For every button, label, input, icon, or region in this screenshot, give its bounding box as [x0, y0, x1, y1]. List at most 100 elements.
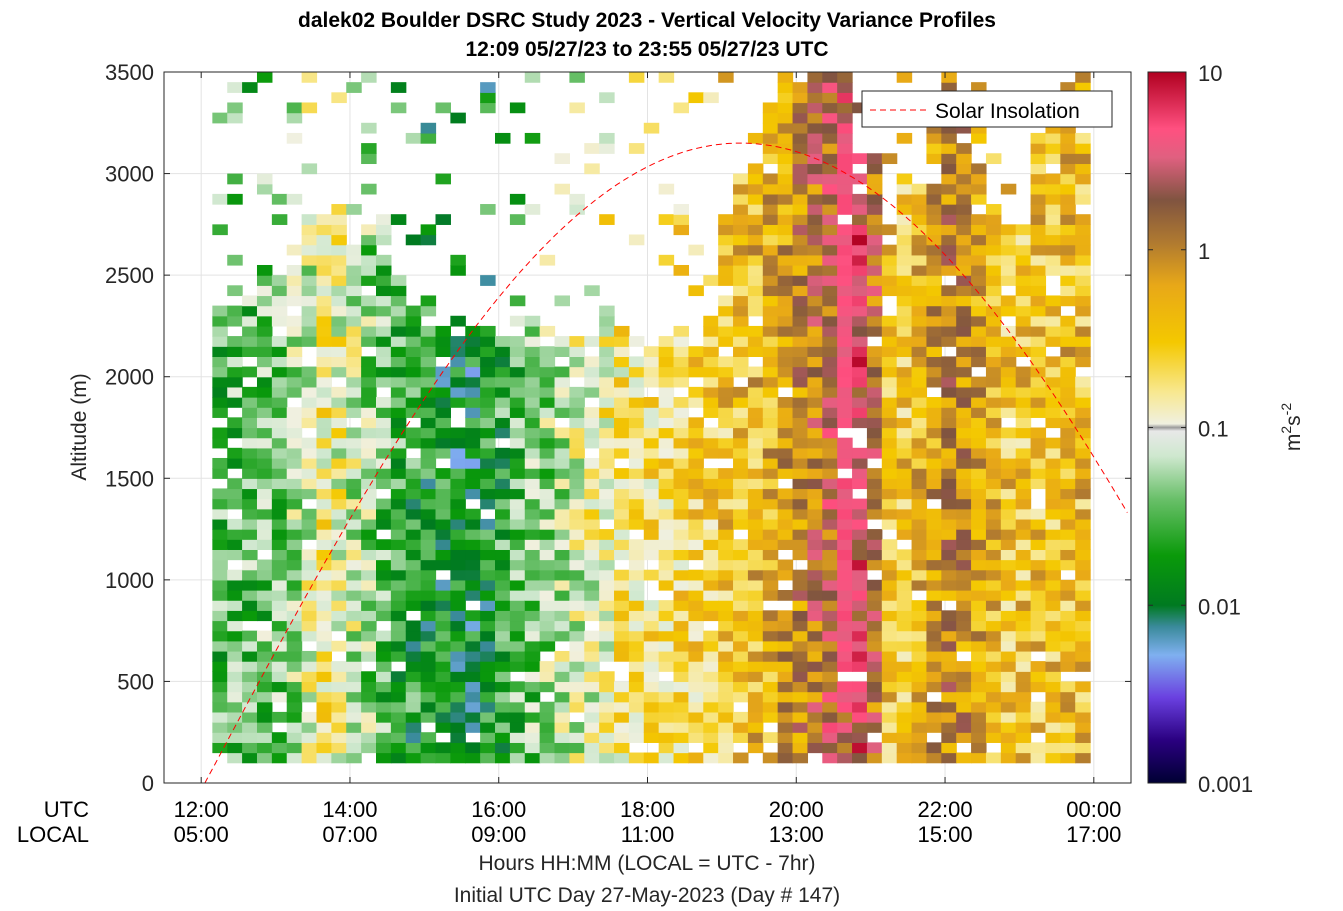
heatmap-cell — [941, 244, 957, 256]
heatmap-cell — [837, 376, 853, 388]
heatmap-cell — [509, 468, 526, 479]
heatmap-cell — [747, 376, 764, 388]
heatmap-cell — [569, 397, 585, 408]
heatmap-cell — [822, 498, 838, 510]
heatmap-cell — [524, 742, 541, 754]
heatmap-cell — [822, 569, 838, 581]
heatmap-cell — [524, 386, 541, 398]
heatmap-cell — [331, 539, 347, 550]
heatmap-cell — [985, 244, 1002, 256]
heatmap-cell — [495, 407, 511, 418]
heatmap-cell — [376, 447, 392, 459]
heatmap-cell — [509, 650, 526, 662]
heatmap-cell — [747, 579, 764, 591]
heatmap-cell — [524, 72, 541, 83]
heatmap-cell — [286, 478, 303, 490]
heatmap-cell — [1000, 590, 1017, 601]
heatmap-cell — [628, 417, 645, 429]
heatmap-cell — [911, 275, 928, 286]
heatmap-cell — [643, 447, 660, 459]
heatmap-cell — [971, 234, 987, 246]
heatmap-cell — [896, 275, 913, 286]
heatmap-cell — [1075, 376, 1091, 388]
heatmap-cell — [688, 650, 704, 662]
heatmap-cell — [435, 488, 451, 500]
heatmap-cell — [718, 468, 734, 479]
heatmap-cell — [747, 620, 764, 632]
heatmap-cell — [1060, 295, 1076, 307]
heatmap-cell — [896, 183, 913, 195]
heatmap-cell — [777, 163, 794, 175]
heatmap-cell — [212, 356, 228, 368]
heatmap-cell — [539, 701, 556, 713]
heatmap-cell — [390, 457, 407, 469]
heatmap-cell — [316, 356, 332, 368]
heatmap-cell — [896, 701, 913, 713]
heatmap-cell — [985, 630, 1002, 642]
heatmap-cell — [956, 295, 972, 307]
heatmap-cell — [1075, 529, 1091, 540]
heatmap-cell — [822, 254, 838, 266]
heatmap-cell — [569, 417, 585, 429]
heatmap-cell — [509, 620, 526, 632]
heatmap-cell — [896, 427, 913, 439]
heatmap-cell — [762, 336, 779, 347]
heatmap-cell — [1030, 620, 1047, 632]
heatmap-cell — [346, 254, 362, 266]
heatmap-cell — [554, 488, 570, 500]
heatmap-cell — [316, 681, 332, 693]
heatmap-cell — [435, 539, 451, 550]
heatmap-cell — [896, 234, 913, 246]
heatmap-cell — [777, 650, 794, 662]
y-tick-label: 1000 — [105, 568, 154, 593]
heatmap-cell — [673, 518, 690, 530]
heatmap-cell — [703, 661, 719, 672]
heatmap-cell — [286, 468, 303, 479]
heatmap-cell — [361, 691, 377, 703]
heatmap-cell — [599, 386, 615, 398]
heatmap-cell — [286, 559, 303, 571]
heatmap-cell — [539, 427, 556, 439]
heatmap-cell — [807, 620, 823, 632]
heatmap-cell — [777, 417, 794, 429]
heatmap-cell — [271, 386, 288, 398]
heatmap-cell — [643, 529, 660, 540]
heatmap-cell — [852, 417, 868, 429]
heatmap-cell — [271, 427, 288, 439]
heatmap-cell — [465, 711, 481, 723]
colorbar-label-exp1: 2 — [1278, 426, 1294, 434]
heatmap-cell — [331, 447, 347, 459]
heatmap-cell — [1075, 437, 1091, 449]
heatmap-cell — [405, 569, 422, 581]
heatmap-cell — [376, 315, 392, 327]
heatmap-cell — [599, 590, 615, 601]
heatmap-cell — [628, 508, 645, 520]
heatmap-cell — [405, 325, 422, 337]
heatmap-cell — [718, 681, 734, 693]
heatmap-cell — [1045, 132, 1061, 144]
heatmap-cell — [346, 579, 362, 591]
heatmap-cell — [807, 640, 823, 652]
heatmap-cell — [852, 569, 868, 581]
heatmap-cell — [361, 529, 377, 540]
heatmap-cell — [376, 346, 392, 357]
heatmap-cell — [376, 640, 392, 652]
heatmap-cell — [777, 701, 794, 713]
heatmap-cell — [614, 468, 630, 479]
heatmap-cell — [495, 468, 511, 479]
heatmap-cell — [985, 397, 1002, 408]
heatmap-cell — [688, 549, 704, 561]
heatmap-cell — [852, 681, 868, 693]
heatmap-cell — [1045, 711, 1061, 723]
heatmap-cell — [212, 518, 228, 530]
heatmap-cell — [1075, 620, 1091, 632]
heatmap-cell — [1015, 264, 1032, 276]
heatmap-cell — [450, 620, 466, 632]
heatmap-cell — [316, 295, 332, 307]
heatmap-cell — [807, 397, 823, 408]
heatmap-cell — [212, 640, 228, 652]
heatmap-cell — [822, 691, 838, 703]
heatmap-cell — [881, 417, 898, 429]
heatmap-cell — [256, 661, 273, 672]
legend-box — [861, 90, 1113, 128]
